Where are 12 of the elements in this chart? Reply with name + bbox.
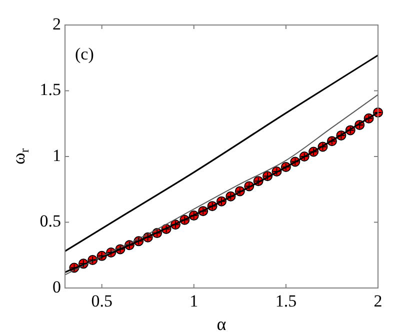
x-tick-label: 1 [190, 292, 198, 311]
x-axis-title: α [216, 314, 227, 333]
x-tick-label: 0.5 [91, 292, 112, 311]
y-tick-label: 1.5 [40, 80, 61, 100]
y-tick-label: 0 [52, 277, 61, 296]
x-tick-label: 1.5 [275, 292, 297, 311]
y-tick-label: 2 [52, 14, 61, 34]
y-tick-label: 1 [52, 146, 61, 165]
y-axis-title: ωr [8, 148, 32, 165]
x-tick-label: 2 [374, 292, 382, 311]
y-tick-label: 0.5 [40, 212, 61, 231]
annotation: (c) [75, 44, 94, 64]
